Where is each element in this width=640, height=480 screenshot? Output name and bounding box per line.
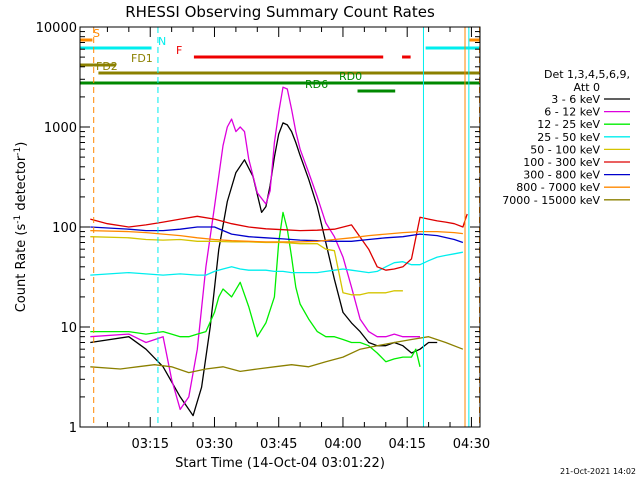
x-tick-label: 04:00 bbox=[324, 437, 361, 452]
x-tick-label: 03:15 bbox=[132, 437, 169, 452]
y-axis-label-sup2: -1 bbox=[13, 147, 23, 156]
y-axis-label-end: ) bbox=[14, 142, 29, 147]
legend-entry-label: 3 - 6 keV bbox=[551, 93, 600, 106]
y-axis-label-sup1: -1 bbox=[13, 215, 23, 224]
flag-label-f: F bbox=[176, 44, 182, 57]
series-line-4 bbox=[90, 236, 403, 296]
legend-entry-label: 100 - 300 keV bbox=[523, 156, 600, 169]
series-line-8 bbox=[90, 336, 464, 374]
series-line-2 bbox=[90, 211, 421, 367]
timestamp: 21-Oct-2021 14:02 bbox=[560, 467, 636, 476]
flag-label-rd6: RD6 bbox=[305, 78, 328, 91]
y-axis-label: Count Rate (s-1 detector-1) bbox=[13, 142, 29, 313]
legend-entry-label: 6 - 12 keV bbox=[544, 106, 600, 119]
y-tick-label: 1000 bbox=[44, 121, 77, 136]
legend-entry-label: 300 - 800 keV bbox=[523, 169, 600, 182]
flag-label-fd2: FD2 bbox=[96, 60, 118, 73]
y-axis-label-main: Count Rate (s bbox=[14, 224, 29, 313]
x-tick-label: 04:15 bbox=[388, 437, 425, 452]
series-line-3 bbox=[90, 251, 464, 276]
legend-header-line-1: Det 1,3,4,5,6,9, bbox=[544, 68, 630, 81]
legend-entry-label: 7000 - 15000 keV bbox=[502, 194, 600, 207]
y-tick-label: 10 bbox=[60, 321, 77, 336]
plot-series-group bbox=[90, 86, 468, 417]
flag-label-fd1: FD1 bbox=[131, 52, 153, 65]
series-line-0 bbox=[90, 122, 438, 417]
series-line-7 bbox=[90, 229, 463, 243]
x-axis-label: Start Time (14-Oct-04 03:01:22) bbox=[175, 456, 385, 471]
legend-header-line-2: Att 0 bbox=[574, 81, 600, 94]
y-tick-label: 100 bbox=[52, 221, 77, 236]
x-axis-ticks: 03:15 03:30 03:45 04:00 04:15 04:30 bbox=[106, 27, 490, 452]
y-axis-ticks: 1 10 100 1000 10000 bbox=[36, 21, 480, 436]
series-line-5 bbox=[90, 213, 468, 271]
legend-entry-label: 50 - 100 keV bbox=[530, 143, 600, 156]
flag-label-rd0: RD0 bbox=[339, 70, 362, 83]
series-line-1 bbox=[90, 86, 420, 411]
legend-entry-label: 25 - 50 keV bbox=[537, 131, 600, 144]
y-tick-label: 1 bbox=[69, 421, 77, 436]
flag-label-n: N bbox=[158, 35, 166, 48]
chart-title: RHESSI Observing Summary Count Rates bbox=[125, 3, 435, 21]
flag-label-s: S bbox=[93, 27, 100, 40]
y-tick-label: 10000 bbox=[36, 21, 77, 36]
x-tick-label: 03:45 bbox=[260, 437, 297, 452]
x-tick-label: 04:30 bbox=[453, 437, 490, 452]
series-line-6 bbox=[90, 226, 464, 244]
y-axis-label-mid: detector bbox=[14, 155, 29, 215]
x-tick-label: 03:30 bbox=[196, 437, 233, 452]
legend-entry-label: 800 - 7000 keV bbox=[516, 181, 600, 194]
legend-entry-label: 12 - 25 keV bbox=[537, 118, 600, 131]
flag-group: S NF FD1 FD2 RD0 RD6 bbox=[80, 27, 480, 93]
